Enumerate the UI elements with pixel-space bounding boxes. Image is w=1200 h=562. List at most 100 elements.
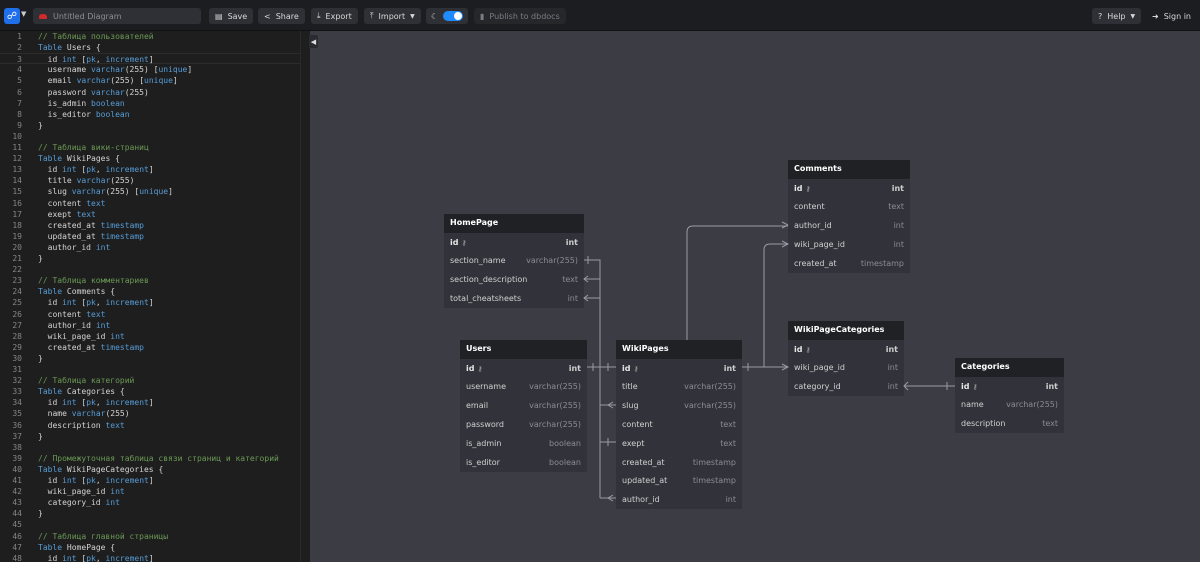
code-line[interactable]: 33 Table Categories { <box>0 386 310 397</box>
table-field[interactable]: password varchar(255) <box>460 415 587 434</box>
code-line[interactable]: 20 author_id int <box>0 242 310 253</box>
table-field[interactable]: description text <box>955 414 1064 433</box>
table-field[interactable]: author_id int <box>788 216 910 235</box>
code-line[interactable]: 31 <box>0 364 310 375</box>
code-line[interactable]: 4 username varchar(255) [unique] <box>0 64 310 75</box>
code-line[interactable]: 30} <box>0 353 310 364</box>
code-line[interactable]: 41 id int [pk, increment] <box>0 475 310 486</box>
share-button[interactable]: < Share <box>258 8 305 24</box>
code-line[interactable]: 14 title varchar(255) <box>0 175 310 186</box>
toggle-switch[interactable] <box>443 11 464 21</box>
editor-scrollbar[interactable] <box>300 31 310 562</box>
table-field[interactable]: id ⚷ int <box>788 340 904 359</box>
table-homepage[interactable]: HomePage id ⚷ int section_name varchar(255) se… <box>444 214 584 308</box>
table-field[interactable]: id ⚷ int <box>616 359 742 378</box>
table-field[interactable]: section_name varchar(255) <box>444 252 584 271</box>
code-line[interactable]: 21} <box>0 253 310 264</box>
code-line[interactable]: 29 created_at timestamp <box>0 342 310 353</box>
code-editor[interactable]: 1// Таблица пользователей 2 Table Users { 3… <box>0 31 310 562</box>
help-button[interactable]: ? Help ▼ <box>1092 8 1142 24</box>
code-line[interactable]: 23 // Таблица комментариев <box>0 275 310 286</box>
code-line[interactable]: 22 <box>0 264 310 275</box>
table-header[interactable]: Users <box>460 340 587 359</box>
table-field[interactable]: wiki_page_id int <box>788 359 904 378</box>
code-line[interactable]: 8 is_editor boolean <box>0 109 310 120</box>
code-line[interactable]: 19 updated_at timestamp <box>0 231 310 242</box>
table-field[interactable]: updated_at timestamp <box>616 472 742 491</box>
code-line[interactable]: 45 <box>0 519 310 530</box>
code-line[interactable]: 44} <box>0 508 310 519</box>
diagram-title-input[interactable] <box>53 11 183 21</box>
app-logo-share-icon[interactable]: ☍ <box>4 8 20 24</box>
table-field[interactable]: id ⚷ int <box>788 179 910 198</box>
table-comments[interactable]: Comments id ⚷ int content text author_id int wik… <box>788 160 910 273</box>
table-field[interactable]: content text <box>616 415 742 434</box>
table-header[interactable]: WikiPages <box>616 340 742 359</box>
code-line[interactable]: 16 content text <box>0 198 310 209</box>
table-categories[interactable]: Categories id ⚷ int name varchar(255) descript… <box>955 358 1064 434</box>
table-field[interactable]: is_editor boolean <box>460 453 587 472</box>
table-field[interactable]: category_id int <box>788 377 904 396</box>
table-field[interactable]: id ⚷ int <box>460 359 587 378</box>
code-line[interactable]: 15 slug varchar(255) [unique] <box>0 186 310 197</box>
table-wikipages[interactable]: WikiPages id ⚷ int title varchar(255) slug varc… <box>616 340 742 510</box>
table-field[interactable]: name varchar(255) <box>955 396 1064 415</box>
table-field[interactable]: title varchar(255) <box>616 378 742 397</box>
table-header[interactable]: HomePage <box>444 214 584 233</box>
chevron-down-icon[interactable]: ▼ <box>21 10 27 18</box>
sign-in-button[interactable]: ➜ Sign in <box>1146 8 1197 24</box>
table-field[interactable]: slug varchar(255) <box>616 396 742 415</box>
code-line[interactable]: 17 exept text <box>0 209 310 220</box>
table-wikipagecategories[interactable]: WikiPageCategories id ⚷ int wiki_page_id int c… <box>788 321 904 397</box>
code-line[interactable]: 13 id int [pk, increment] <box>0 164 310 175</box>
table-field[interactable]: section_description text <box>444 270 584 289</box>
table-field[interactable]: email varchar(255) <box>460 396 587 415</box>
code-line[interactable]: 10 <box>0 131 310 142</box>
collapse-editor-button[interactable]: ◀ <box>309 35 318 48</box>
table-field[interactable]: author_id int <box>616 490 742 509</box>
table-field[interactable]: id ⚷ int <box>955 377 1064 396</box>
table-users[interactable]: Users id ⚷ int username varchar(255) email varc… <box>460 340 587 472</box>
table-field[interactable]: content text <box>788 198 910 217</box>
code-line[interactable]: 5 email varchar(255) [unique] <box>0 75 310 86</box>
table-field[interactable]: exept text <box>616 434 742 453</box>
code-line[interactable]: 12 Table WikiPages { <box>0 153 310 164</box>
table-field[interactable]: created_at timestamp <box>788 254 910 273</box>
table-field[interactable]: wiki_page_id int <box>788 235 910 254</box>
code-line[interactable]: 32 // Таблица категорий <box>0 375 310 386</box>
table-field[interactable]: id ⚷ int <box>444 233 584 252</box>
publish-button[interactable]: ▮ Publish to dbdocs <box>474 8 566 24</box>
table-field[interactable]: total_cheatsheets int <box>444 289 584 308</box>
save-button[interactable]: ▤ Save <box>209 8 254 24</box>
code-line[interactable]: 43 category_id int <box>0 497 310 508</box>
table-header[interactable]: WikiPageCategories <box>788 321 904 340</box>
diagram-title-field[interactable] <box>33 8 201 24</box>
code-line[interactable]: 2 Table Users { <box>0 42 310 53</box>
code-line[interactable]: 37} <box>0 431 310 442</box>
code-line[interactable]: 9} <box>0 120 310 131</box>
table-field[interactable]: created_at timestamp <box>616 453 742 472</box>
code-line[interactable]: 36 description text <box>0 420 310 431</box>
import-button[interactable]: ⤒ Import ▼ <box>364 8 421 24</box>
export-button[interactable]: ⤓ Export <box>311 8 358 24</box>
code-line[interactable]: 26 content text <box>0 309 310 320</box>
code-line[interactable]: 35 name varchar(255) <box>0 408 310 419</box>
code-line[interactable]: 18 created_at timestamp <box>0 220 310 231</box>
code-line[interactable]: 1 // Таблица пользователей <box>0 31 310 42</box>
code-line[interactable]: 25 id int [pk, increment] <box>0 297 310 308</box>
table-field[interactable]: username varchar(255) <box>460 378 587 397</box>
table-header[interactable]: Categories <box>955 358 1064 377</box>
code-line[interactable]: 27 author_id int <box>0 320 310 331</box>
code-line[interactable]: 40 Table WikiPageCategories { <box>0 464 310 475</box>
code-line[interactable]: 24 Table Comments { <box>0 286 310 297</box>
table-header[interactable]: Comments <box>788 160 910 179</box>
code-line[interactable]: 47 Table HomePage { <box>0 542 310 553</box>
code-line[interactable]: 6 password varchar(255) <box>0 87 310 98</box>
theme-toggle[interactable]: ☾ <box>426 8 469 24</box>
code-line[interactable]: 28 wiki_page_id int <box>0 331 310 342</box>
code-line[interactable]: 42 wiki_page_id int <box>0 486 310 497</box>
code-line[interactable]: 39 // Промежуточная таблица связи страниц… <box>0 453 310 464</box>
code-line[interactable]: 34 id int [pk, increment] <box>0 397 310 408</box>
code-line[interactable]: 48 id int [pk, increment] <box>0 553 310 562</box>
table-field[interactable]: is_admin boolean <box>460 434 587 453</box>
